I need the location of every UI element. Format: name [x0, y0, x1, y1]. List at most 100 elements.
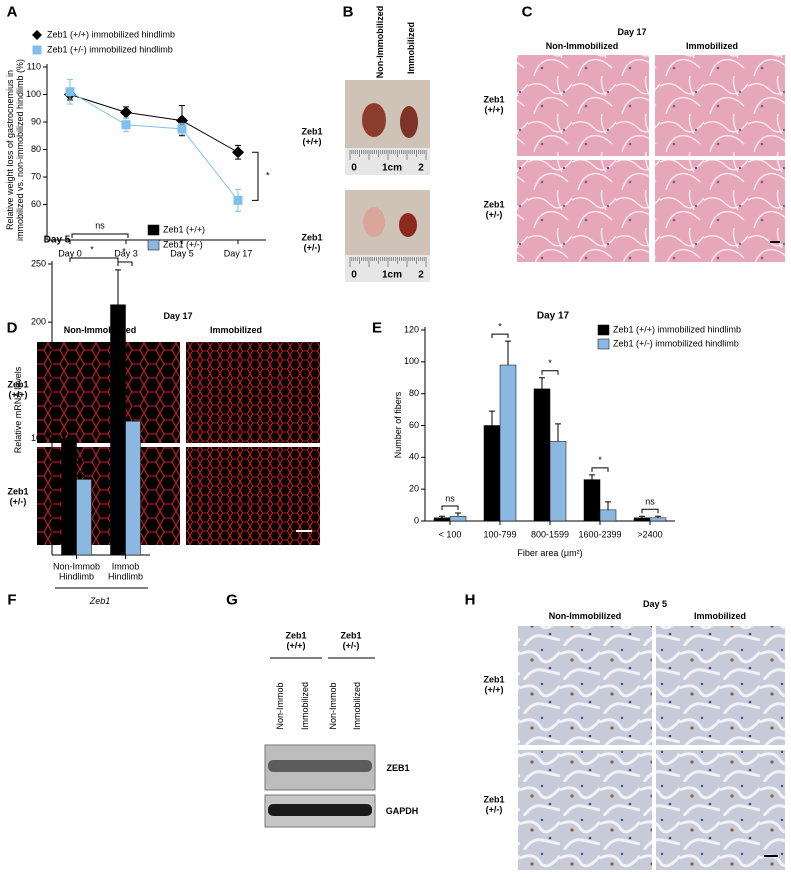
marker [120, 106, 132, 119]
error-bar [81, 470, 87, 480]
row-label: Zeb1 (+/-) [483, 794, 505, 815]
legend-marker [32, 45, 42, 55]
micrograph [518, 626, 652, 745]
significance-bracket [541, 370, 559, 375]
x-tick-label: Day 0 [58, 248, 82, 258]
error-bar [66, 428, 72, 439]
bar [449, 515, 467, 522]
lane-label: Non-Immob [274, 682, 285, 730]
significance-label: ns [95, 220, 105, 230]
error-bar [130, 395, 136, 422]
panel-letter: D [6, 319, 18, 337]
legend-marker [32, 30, 42, 40]
band-label: ZEB1 [386, 762, 410, 773]
error-bar [655, 515, 661, 518]
error-bar [115, 269, 121, 305]
significance-label: * [598, 455, 602, 465]
y-tick-label: 0 [414, 515, 419, 525]
y-axis-label: Relative weight loss of gastrocnemius in [4, 69, 15, 231]
blot-band [268, 804, 372, 816]
y-tick-label: 110 [27, 61, 41, 71]
y-tick-label: 40 [409, 452, 419, 462]
significance-label: * [498, 322, 502, 332]
x-tick-label: >2400 [637, 529, 662, 539]
row-label: Zeb1 (+/+) [483, 94, 505, 115]
legend-label: Zeb1 (+/+) immobilized hindlimb [47, 29, 175, 39]
series-line [69, 91, 239, 201]
significance-bracket [441, 505, 459, 511]
column-label: Immobilized [693, 610, 747, 621]
significance-label: ns [445, 493, 455, 503]
micrograph [186, 447, 320, 545]
significance-bracket [491, 333, 509, 339]
error-bar [505, 340, 511, 366]
panel-letter: B [342, 3, 354, 21]
micrograph [517, 160, 649, 262]
panel-letter: A [6, 3, 18, 21]
y-axis-label: immobilized vs. non-immobilized hindlimb… [14, 58, 25, 242]
x-tick-label: 800-1599 [531, 529, 569, 539]
column-label: Immobilized [405, 21, 416, 75]
scale-bar [764, 855, 778, 857]
y-tick-label: 80 [31, 144, 41, 154]
x-tick-label: Day 5 [170, 248, 194, 258]
y-tick-label: 80 [409, 388, 419, 398]
column-label: Immobilized [685, 40, 739, 51]
significance-label: * [548, 358, 552, 368]
group-label: Zeb1 (+/+) [285, 630, 307, 651]
bar [125, 420, 141, 556]
significance-label: * [90, 244, 94, 254]
ruler-label: 2 [418, 269, 424, 281]
blot-band [268, 760, 372, 772]
significance-bracket [67, 457, 85, 462]
x-tick-label: Day 17 [224, 248, 253, 258]
marker [177, 124, 187, 134]
column-label: Non-Immobilized [548, 610, 622, 621]
panel-letter: E [371, 319, 383, 337]
ruler [345, 148, 430, 175]
error-bar [539, 377, 545, 389]
x-tick-label: 1600-2399 [578, 529, 621, 539]
y-axis-label: Relative mRNA levels [12, 366, 23, 454]
ruler-label: 1cm [381, 269, 403, 281]
legend-label: Zeb1 (+/-) immobilized hindlimb [613, 338, 739, 348]
micrograph [655, 55, 785, 156]
y-tick-label: 200 [31, 317, 46, 327]
series-line [69, 94, 239, 153]
micrograph [518, 750, 652, 870]
error-bar [439, 515, 445, 518]
column-label: Non-Immobilized [63, 324, 137, 335]
micrograph [186, 342, 320, 443]
row-label: Zeb1 (+/+) [7, 379, 29, 400]
y-axis-label: Number of fibers [392, 391, 403, 459]
panel-letter: G [226, 591, 238, 609]
x-axis-label: Zeb1 [89, 595, 111, 606]
column-label: Immobilized [209, 324, 263, 335]
bar [633, 517, 651, 522]
y-tick-label: 100 [404, 356, 419, 366]
y-tick-label: 100 [26, 89, 41, 99]
error-bar [555, 423, 561, 442]
error-bar [589, 474, 595, 480]
lane-label: Immobilized [351, 681, 362, 731]
error-bar [489, 410, 495, 426]
row-label: Zeb1 (+/-) [301, 232, 323, 253]
column-label: Non-Immobilized [545, 40, 619, 51]
legend-label: Zeb1 (+/+) [163, 224, 205, 234]
lane-label: Non-Immob [327, 682, 338, 730]
significance-bracket [252, 151, 259, 201]
y-tick-label: 60 [409, 420, 419, 430]
marker [232, 146, 244, 159]
bar [499, 364, 517, 522]
x-tick-label: Day 3 [114, 248, 138, 258]
legend-marker [147, 239, 160, 251]
legend-marker [147, 224, 160, 236]
y-tick-label: 60 [31, 199, 41, 209]
bar [76, 479, 92, 556]
significance-label: ns [645, 497, 655, 507]
chart-title: Day 17 [536, 310, 570, 322]
x-tick-label: 100-799 [483, 529, 516, 539]
bar [110, 304, 126, 556]
